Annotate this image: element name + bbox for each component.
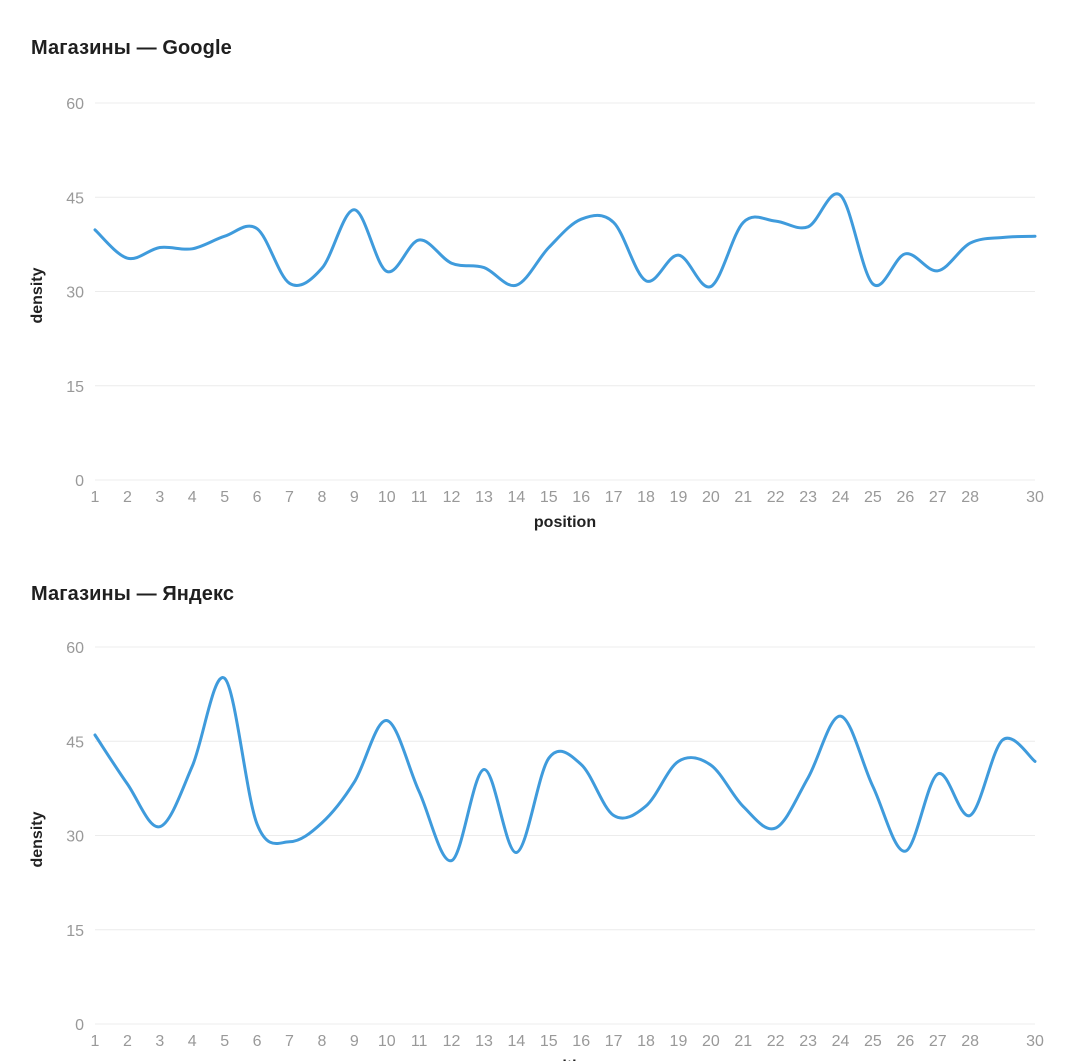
x-tick-label: 27 [929, 489, 947, 506]
x-tick-label: 15 [540, 489, 558, 506]
x-tick-label: 23 [799, 1033, 817, 1050]
x-tick-label: 28 [961, 1033, 979, 1050]
y-tick-label: 30 [66, 285, 84, 302]
x-tick-label: 8 [317, 1033, 326, 1050]
y-tick-label: 0 [75, 473, 84, 490]
x-tick-label: 18 [637, 489, 655, 506]
x-tick-label: 14 [507, 1033, 525, 1050]
x-tick-label: 13 [475, 1033, 493, 1050]
x-tick-label: 19 [670, 1033, 688, 1050]
series-line [93, 192, 1037, 289]
x-tick-label: 26 [896, 1033, 914, 1050]
y-tick-label: 60 [66, 640, 84, 657]
x-tick-label: 25 [864, 489, 882, 506]
x-tick-label: 10 [378, 1033, 396, 1050]
x-tick-label: 17 [605, 1033, 623, 1050]
x-tick-label: 16 [572, 1033, 590, 1050]
x-tick-label: 8 [317, 489, 326, 506]
x-tick-label: 11 [411, 489, 428, 506]
x-tick-label: 22 [767, 1033, 785, 1050]
x-tick-label: 16 [572, 489, 590, 506]
x-tick-label: 7 [285, 1033, 294, 1050]
x-tick-label: 20 [702, 1033, 720, 1050]
x-tick-label: 19 [670, 489, 688, 506]
x-tick-label: 24 [832, 1033, 850, 1050]
x-tick-label: 2 [123, 1033, 132, 1050]
x-tick-label: 25 [864, 1033, 882, 1050]
y-tick-label: 30 [66, 829, 84, 846]
series-line [93, 676, 1037, 863]
x-tick-label: 9 [350, 489, 359, 506]
y-tick-label: 15 [66, 923, 84, 940]
x-tick-label: 24 [832, 489, 850, 506]
x-tick-label: 21 [734, 489, 752, 506]
x-tick-label: 30 [1026, 1033, 1044, 1050]
x-tick-label: 26 [896, 489, 914, 506]
x-tick-label: 15 [540, 1033, 558, 1050]
y-axis-label: density [29, 811, 46, 867]
x-tick-label: 5 [220, 489, 229, 506]
x-tick-label: 4 [188, 1033, 197, 1050]
x-tick-label: 20 [702, 489, 720, 506]
x-tick-label: 3 [155, 1033, 164, 1050]
chart-title: Магазины — Google [31, 37, 232, 59]
x-tick-label: 17 [605, 489, 623, 506]
y-axis-label: density [29, 267, 46, 323]
x-axis-label: position [534, 514, 596, 531]
x-tick-label: 12 [443, 1033, 461, 1050]
y-tick-label: 45 [66, 190, 84, 207]
x-tick-label: 1 [91, 1033, 100, 1050]
x-tick-label: 7 [285, 489, 294, 506]
chart-title: Магазины — Яндекс [31, 583, 235, 605]
x-tick-label: 1 [91, 489, 100, 506]
x-tick-label: 6 [253, 1033, 262, 1050]
x-tick-label: 9 [350, 1033, 359, 1050]
x-tick-label: 12 [443, 489, 461, 506]
y-tick-label: 45 [66, 734, 84, 751]
x-tick-label: 21 [734, 1033, 752, 1050]
x-tick-label: 2 [123, 489, 132, 506]
x-tick-label: 13 [475, 489, 493, 506]
chart-yandex: 0 15 30 45 60 1 2 3 4 5 6 7 8 9 10 11 12 13 14 15 16 17 18 19 20… [0, 545, 1069, 1061]
x-tick-label: 30 [1026, 489, 1044, 506]
x-tick-label: 28 [961, 489, 979, 506]
x-tick-label: 23 [799, 489, 817, 506]
x-tick-label: 6 [253, 489, 262, 506]
x-tick-label: 5 [220, 1033, 229, 1050]
y-tick-label: 0 [75, 1017, 84, 1034]
x-axis-label: position [534, 1058, 596, 1061]
x-tick-label: 4 [188, 489, 197, 506]
x-tick-label: 27 [929, 1033, 947, 1050]
x-tick-label: 22 [767, 489, 785, 506]
x-tick-label: 3 [155, 489, 164, 506]
x-tick-label: 18 [637, 1033, 655, 1050]
x-tick-label: 14 [507, 489, 525, 506]
chart-google: 0 15 30 45 60 1 2 3 4 5 6 7 8 9 10 11 12 13 14 15 16 17 18 19 20… [29, 37, 1044, 531]
y-tick-label: 15 [66, 379, 84, 396]
y-tick-label: 60 [66, 96, 84, 113]
x-tick-label: 10 [378, 489, 396, 506]
x-tick-label: 11 [411, 1033, 428, 1050]
